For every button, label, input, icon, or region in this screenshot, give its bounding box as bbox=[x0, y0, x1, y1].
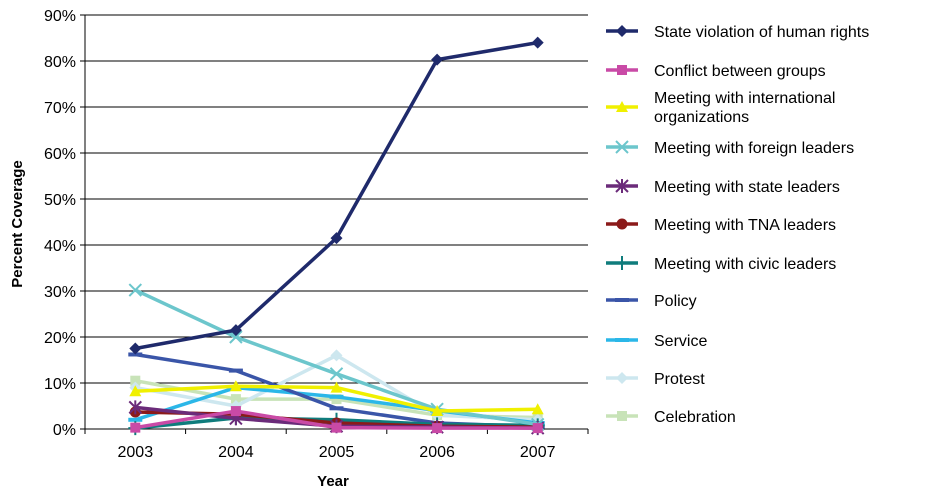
data-point bbox=[129, 385, 142, 397]
data-point bbox=[331, 394, 342, 405]
x-tick-label: 2003 bbox=[118, 444, 154, 461]
legend-label: organizations bbox=[654, 109, 749, 126]
legend-label: Meeting with international bbox=[654, 90, 835, 107]
legend-marker bbox=[617, 65, 627, 75]
data-point bbox=[531, 403, 544, 415]
data-point bbox=[330, 381, 343, 393]
data-point bbox=[330, 232, 343, 245]
y-tick-label: 40% bbox=[44, 238, 76, 255]
data-point bbox=[128, 283, 143, 297]
y-tick-label: 20% bbox=[44, 330, 76, 347]
legend-item: Celebration bbox=[606, 409, 736, 426]
x-axis-title: Year bbox=[317, 473, 349, 490]
x-tick-label: 2005 bbox=[319, 444, 355, 461]
legend-label: Meeting with foreign leaders bbox=[654, 140, 854, 157]
legend-item: Meeting with state leaders bbox=[606, 179, 840, 196]
legend-marker bbox=[615, 256, 629, 270]
legend-label: Service bbox=[654, 333, 707, 350]
legend-item: Meeting with civic leaders bbox=[606, 256, 836, 273]
legend-marker bbox=[615, 140, 629, 154]
series-line bbox=[134, 40, 538, 351]
y-tick-label: 30% bbox=[44, 284, 76, 301]
data-point bbox=[229, 324, 242, 337]
legend-marker bbox=[615, 298, 629, 302]
y-tick-label: 0% bbox=[53, 422, 76, 439]
data-point bbox=[230, 406, 241, 417]
data-point bbox=[130, 375, 141, 386]
series-0 bbox=[129, 36, 544, 355]
data-point bbox=[229, 330, 243, 344]
axes: 0% 10% 20% 30% 40% 50% 60% 70% 80% 90% 2003 2004 200… bbox=[44, 8, 589, 461]
legend-marker bbox=[617, 411, 627, 421]
y-axis-title: Percent Coverage bbox=[9, 160, 26, 288]
legend-marker bbox=[616, 218, 628, 230]
legend-label: Meeting with state leaders bbox=[654, 179, 840, 196]
data-point bbox=[130, 422, 141, 433]
x-tick-label: 2004 bbox=[218, 444, 254, 461]
y-tick-label: 50% bbox=[44, 192, 76, 209]
data-point bbox=[128, 417, 143, 422]
data-point bbox=[129, 342, 142, 355]
data-point bbox=[532, 423, 543, 434]
y-tick-label: 10% bbox=[44, 376, 76, 393]
y-tick-label: 70% bbox=[44, 100, 76, 117]
data-point bbox=[531, 36, 544, 49]
legend-item: Policy bbox=[606, 293, 697, 310]
data-point bbox=[431, 405, 444, 417]
legend-label: Celebration bbox=[654, 409, 736, 426]
legend-marker bbox=[615, 338, 629, 342]
x-tick-label: 2007 bbox=[520, 444, 556, 461]
data-point bbox=[331, 422, 342, 433]
data-point bbox=[128, 400, 143, 415]
data-point bbox=[228, 368, 243, 373]
series-2 bbox=[129, 380, 544, 417]
legend-item: Conflict between groups bbox=[606, 63, 826, 80]
data-point bbox=[230, 394, 241, 405]
data-point bbox=[229, 380, 242, 392]
legend-item: Service bbox=[606, 333, 707, 350]
data-point bbox=[432, 423, 443, 434]
y-tick-label: 80% bbox=[44, 54, 76, 71]
y-tick-label: 60% bbox=[44, 146, 76, 163]
legend-label: Policy bbox=[654, 293, 697, 310]
legend-item: Meeting with foreign leaders bbox=[606, 140, 854, 157]
legend-item: Meeting with international organizations bbox=[606, 90, 835, 126]
legend-label: Protest bbox=[654, 371, 705, 388]
legend: State violation of human rights Conflict … bbox=[606, 24, 869, 426]
data-point bbox=[431, 53, 444, 66]
legend-item: Meeting with TNA leaders bbox=[606, 217, 836, 234]
legend-marker bbox=[616, 101, 628, 112]
legend-marker bbox=[616, 25, 628, 37]
series-1 bbox=[130, 406, 543, 434]
series-lines bbox=[128, 36, 545, 436]
legend-marker bbox=[616, 372, 628, 384]
data-point bbox=[330, 349, 343, 362]
y-tick-label: 90% bbox=[44, 8, 76, 25]
legend-label: State violation of human rights bbox=[654, 24, 869, 41]
data-point bbox=[329, 394, 344, 399]
data-point bbox=[329, 406, 344, 411]
legend-item: Protest bbox=[606, 371, 705, 388]
legend-label: Conflict between groups bbox=[654, 63, 826, 80]
x-tick-label: 2006 bbox=[419, 444, 455, 461]
data-point bbox=[329, 367, 344, 381]
legend-marker bbox=[615, 179, 629, 193]
gridlines bbox=[85, 14, 588, 384]
legend-item: State violation of human rights bbox=[606, 24, 869, 41]
legend-label: Meeting with civic leaders bbox=[654, 256, 836, 273]
legend-label: Meeting with TNA leaders bbox=[654, 217, 836, 234]
